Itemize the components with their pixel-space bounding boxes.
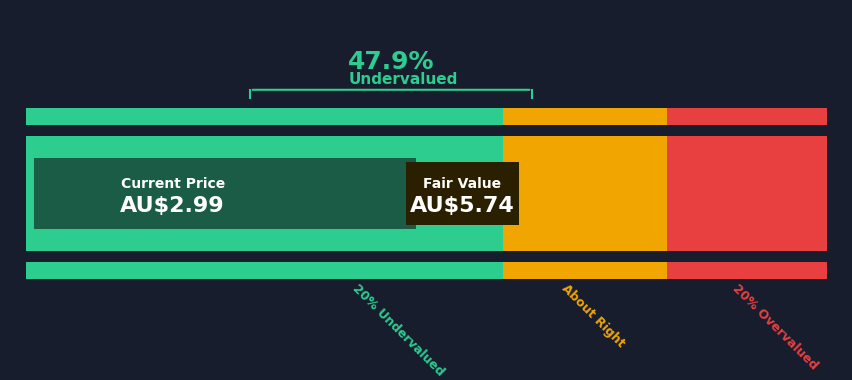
Text: AU$5.74: AU$5.74 bbox=[410, 196, 515, 216]
Text: Fair Value: Fair Value bbox=[423, 177, 501, 191]
FancyBboxPatch shape bbox=[26, 262, 502, 279]
FancyBboxPatch shape bbox=[666, 108, 826, 125]
Text: 20% Overvalued: 20% Overvalued bbox=[729, 282, 820, 372]
FancyBboxPatch shape bbox=[34, 158, 415, 229]
FancyBboxPatch shape bbox=[502, 108, 666, 125]
FancyBboxPatch shape bbox=[26, 108, 502, 125]
Text: Undervalued: Undervalued bbox=[348, 72, 458, 87]
FancyBboxPatch shape bbox=[502, 262, 666, 279]
FancyBboxPatch shape bbox=[502, 136, 666, 251]
FancyBboxPatch shape bbox=[26, 136, 502, 251]
Text: AU$2.99: AU$2.99 bbox=[120, 196, 225, 216]
FancyBboxPatch shape bbox=[406, 162, 519, 225]
Text: 20% Undervalued: 20% Undervalued bbox=[350, 282, 446, 378]
FancyBboxPatch shape bbox=[666, 262, 826, 279]
Text: About Right: About Right bbox=[559, 282, 627, 350]
Text: 47.9%: 47.9% bbox=[348, 50, 435, 74]
FancyBboxPatch shape bbox=[666, 136, 826, 251]
Text: Current Price: Current Price bbox=[121, 177, 225, 191]
